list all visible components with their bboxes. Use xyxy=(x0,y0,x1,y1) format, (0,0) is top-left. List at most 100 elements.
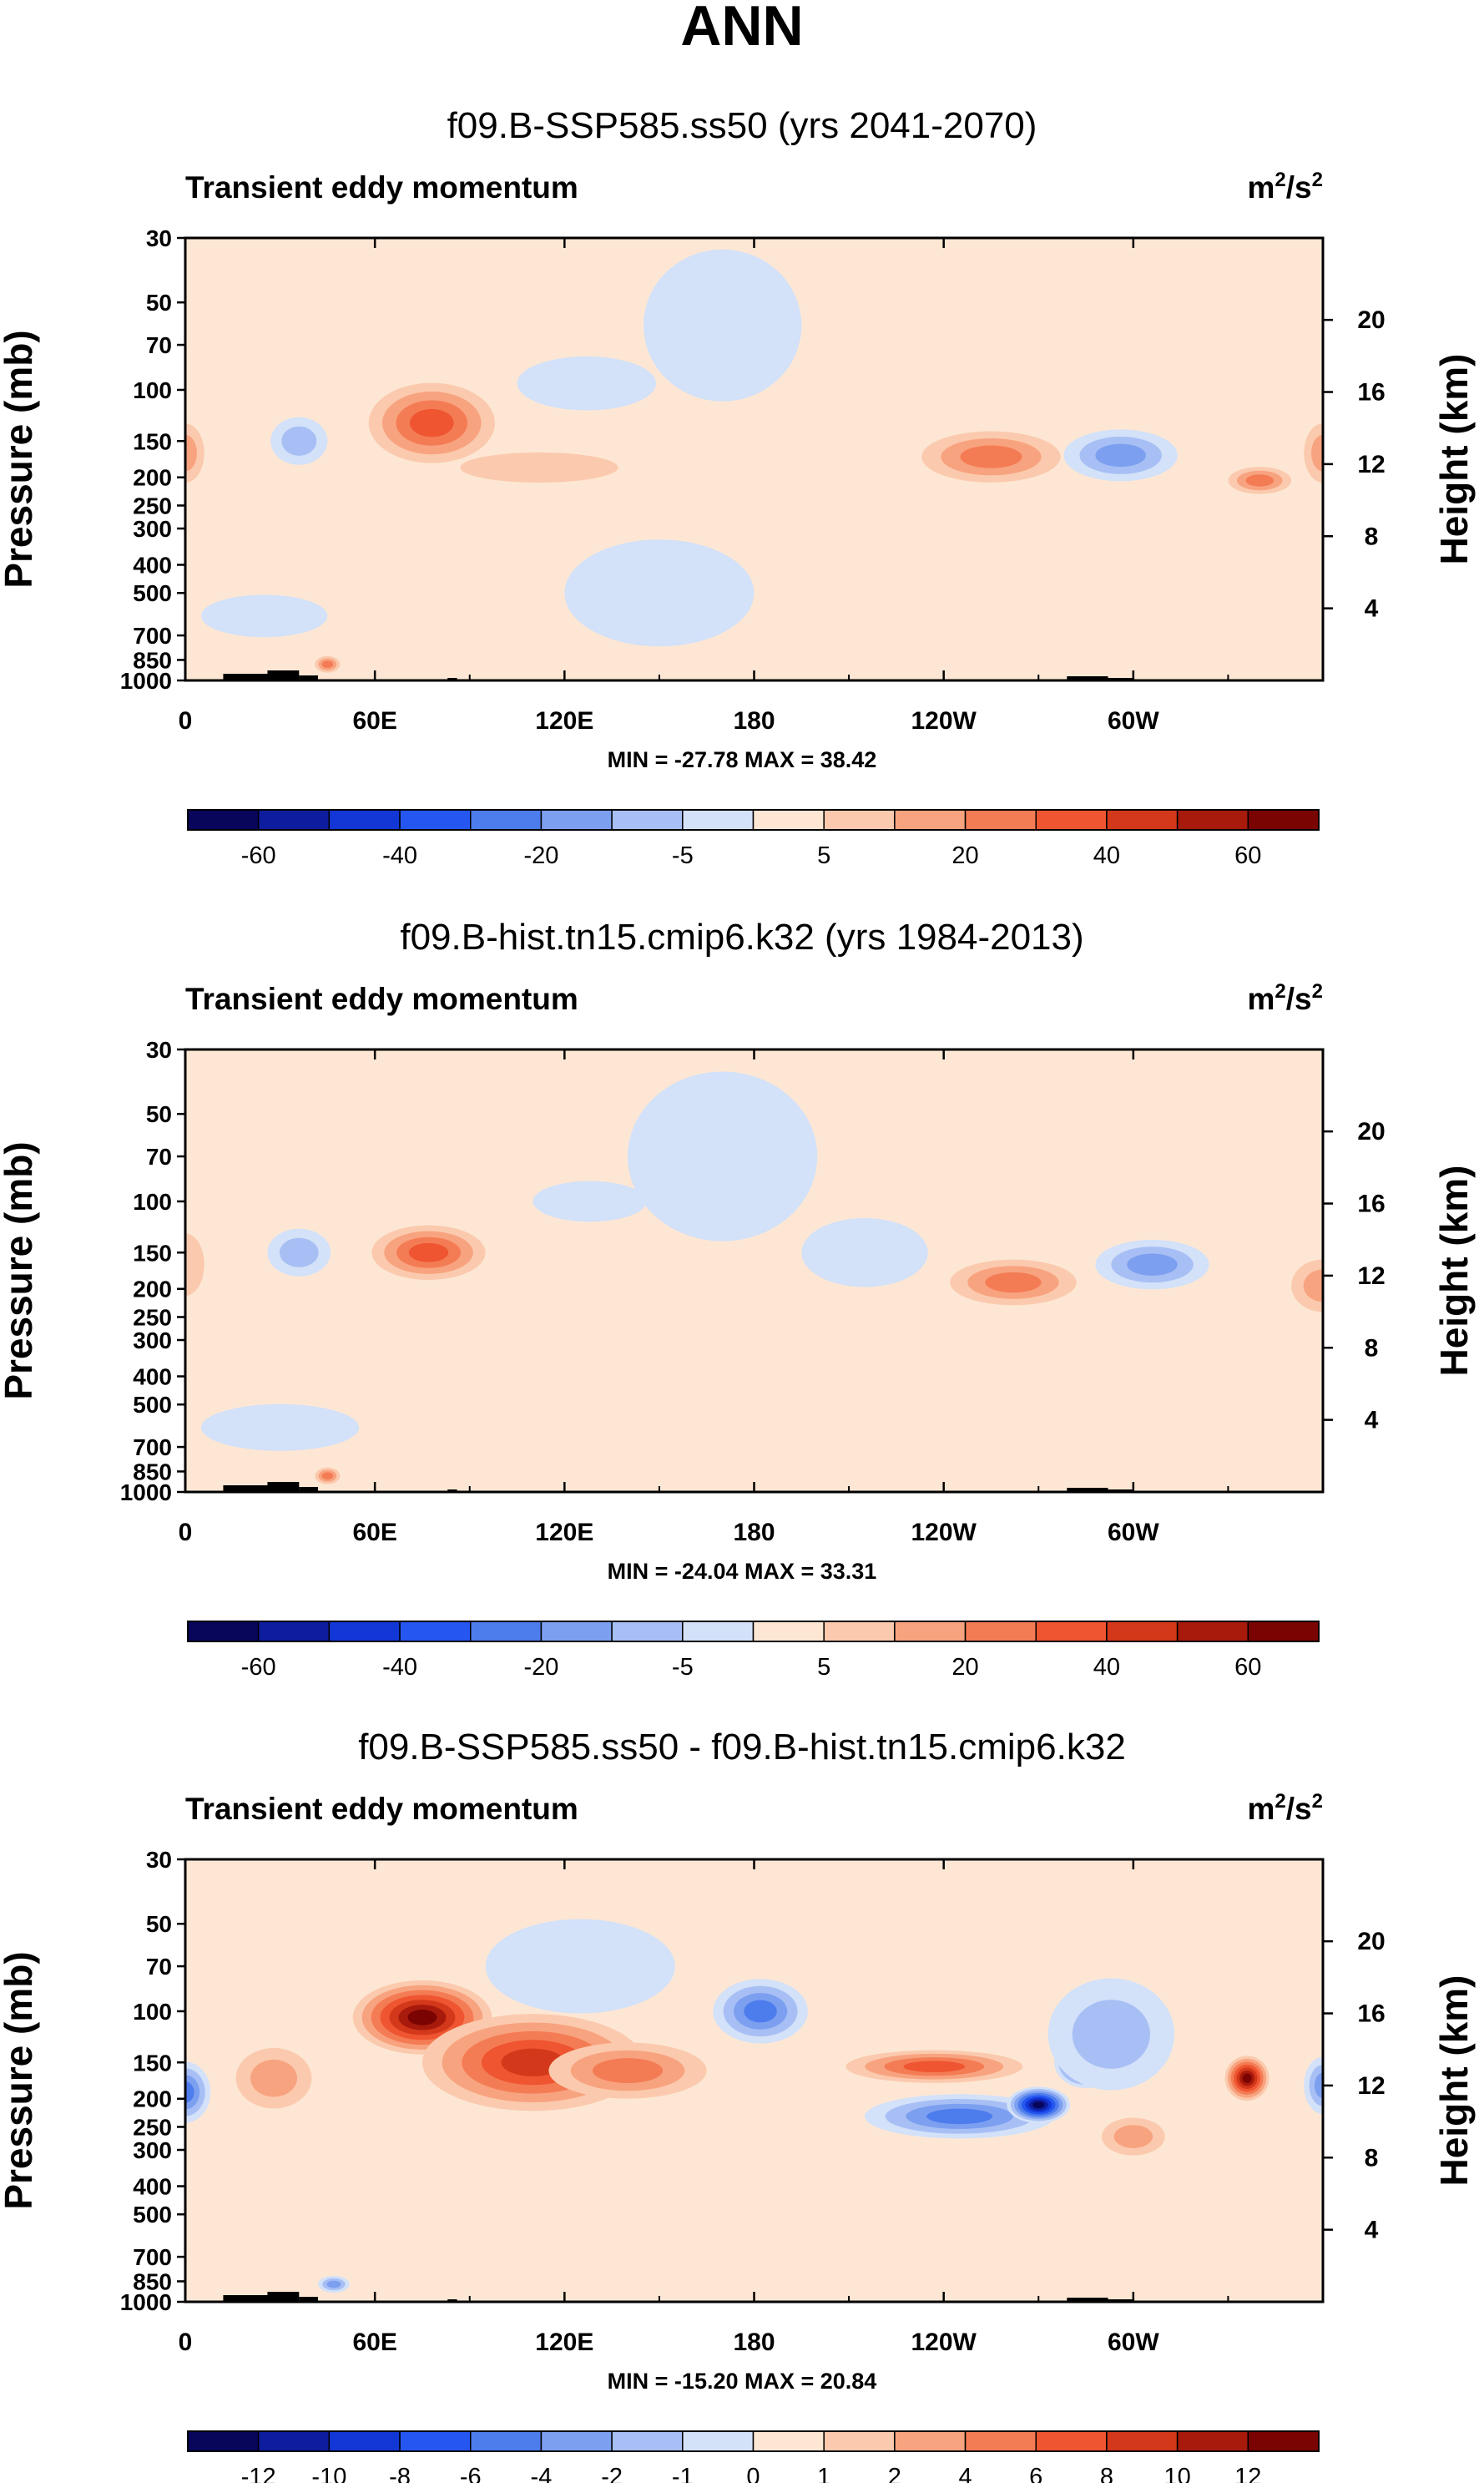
y-tick-label: 300 xyxy=(133,2137,172,2163)
x-tick-label: 0 xyxy=(179,1519,193,1546)
contour-blob xyxy=(1304,423,1323,483)
y-tick-label: 70 xyxy=(146,1144,172,1170)
y-tick-label: 700 xyxy=(133,2244,172,2270)
contour-blob xyxy=(368,382,496,463)
y-tick-label: 100 xyxy=(133,1999,172,2025)
colorbar: -12 -10 -8 -6 -4 -2 -1 0 1 2 4 6 8 10 12 xyxy=(187,2430,1320,2483)
contour-blob xyxy=(950,1259,1077,1306)
colorbar: -60 -40 -20 -5 5 20 40 60 xyxy=(187,809,1320,869)
y-tick-label: 700 xyxy=(133,1434,172,1460)
colorbar-label: -8 xyxy=(389,2464,411,2483)
height-tick-label: 16 xyxy=(1357,2000,1385,2028)
contour-level xyxy=(1095,443,1146,468)
height-tick-label: 8 xyxy=(1365,523,1379,550)
x-tick-label: 180 xyxy=(733,1519,775,1546)
y-axis-title-right: Height (km) xyxy=(1432,354,1476,565)
colorbar-label: 5 xyxy=(817,842,830,869)
colorbar-box xyxy=(1247,2430,1320,2452)
contour-level xyxy=(1245,474,1275,487)
colorbar-box xyxy=(187,809,260,831)
units-label: m2/s2 xyxy=(1248,1790,1323,1826)
height-tick-label: 16 xyxy=(1357,379,1385,407)
panel-left-label: Transient eddy momentum xyxy=(185,170,578,205)
contour-level xyxy=(1303,1269,1323,1302)
colorbar-box xyxy=(894,2430,967,2452)
contour-level xyxy=(321,1472,334,1480)
contour-blob xyxy=(185,2061,211,2123)
y-axis-title: Pressure (mb) xyxy=(0,1141,40,1399)
contour-level xyxy=(926,2108,993,2125)
contour-level xyxy=(200,1403,360,1451)
units-exp1: 2 xyxy=(1275,980,1285,1003)
x-tick-label: 120E xyxy=(535,1519,593,1546)
contour-blob xyxy=(485,1919,675,2014)
panel-1: f09.B-SSP585.ss50 (yrs 2041-2070) Transie… xyxy=(0,105,1476,869)
colorbar-label: 1 xyxy=(817,2464,830,2483)
contour-level xyxy=(533,1181,647,1222)
contour-level xyxy=(200,594,328,638)
contour-field xyxy=(185,238,1323,680)
contour-blob xyxy=(564,539,755,647)
colorbar-box xyxy=(1176,809,1249,831)
y-tick-label: 50 xyxy=(146,1101,172,1127)
y-tick-label: 400 xyxy=(133,1364,172,1390)
contour-blob xyxy=(185,423,204,483)
colorbar-label: 20 xyxy=(951,842,978,869)
colorbar-label: -40 xyxy=(382,842,417,869)
x-tick-label: 120W xyxy=(911,707,977,735)
y-tick-label: 200 xyxy=(133,2086,172,2112)
colorbar-label: -60 xyxy=(241,1654,276,1681)
height-tick-label: 16 xyxy=(1357,1191,1385,1218)
y-tick-label: 250 xyxy=(133,1304,172,1330)
contour-level xyxy=(960,445,1022,468)
panel-3: f09.B-SSP585.ss50 - f09.B-hist.tn15.cmip… xyxy=(0,1727,1476,2483)
land-mask xyxy=(1067,2298,1108,2302)
colorbar-label: -20 xyxy=(523,1654,558,1681)
y-tick-label: 850 xyxy=(133,1459,172,1484)
colorbar-box xyxy=(1176,1621,1249,1642)
height-tick-label: 4 xyxy=(1365,2217,1379,2244)
land-mask xyxy=(267,1482,300,1492)
y-tick-label: 150 xyxy=(133,2050,172,2076)
colorbar-box xyxy=(328,1621,401,1642)
height-tick-label: 12 xyxy=(1357,2072,1385,2100)
y-tick-label: 100 xyxy=(133,1189,172,1215)
contour-blob xyxy=(845,2050,1023,2083)
y-axis-title: Pressure (mb) xyxy=(0,330,40,588)
contour-level xyxy=(1311,434,1323,472)
colorbar-box xyxy=(964,2430,1037,2452)
contour-blob xyxy=(517,356,657,411)
x-tick-label: 120W xyxy=(911,2329,977,2356)
colorbar-box xyxy=(540,1621,613,1642)
colorbar-box xyxy=(257,809,331,831)
units-exp2: 2 xyxy=(1312,1790,1323,1813)
contour-blob xyxy=(1101,2117,1165,2156)
colorbar-frame xyxy=(187,2430,1320,2452)
colorbar-box xyxy=(470,1621,543,1642)
y-axis-title: Pressure (mb) xyxy=(0,1951,40,2209)
units-label: m2/s2 xyxy=(1248,980,1323,1016)
x-tick-label: 120E xyxy=(535,2329,593,2356)
contour-level xyxy=(460,452,618,483)
colorbar-label: -20 xyxy=(523,842,558,869)
contour-blob xyxy=(643,249,802,402)
y-tick-label: 70 xyxy=(146,332,172,358)
contour-level xyxy=(409,408,454,437)
contour-blob xyxy=(921,431,1061,483)
units-exp2: 2 xyxy=(1312,169,1323,191)
contour-level xyxy=(801,1217,928,1287)
x-tick-label: 60W xyxy=(1108,2329,1159,2356)
contour-level xyxy=(1032,2101,1045,2109)
colorbar-box xyxy=(611,2430,684,2452)
height-tick-label: 8 xyxy=(1365,1334,1379,1362)
height-tick-label: 4 xyxy=(1365,1407,1379,1434)
colorbar-label: 5 xyxy=(817,1654,830,1681)
land-mask xyxy=(267,2292,300,2302)
colorbar-box xyxy=(257,2430,331,2452)
colorbar-box xyxy=(470,2430,543,2452)
contour-blob xyxy=(267,1228,331,1277)
colorbar-box xyxy=(823,2430,896,2452)
colorbar-box xyxy=(1106,809,1179,831)
contour-blob xyxy=(371,1225,486,1281)
field-background xyxy=(185,1859,1323,2302)
